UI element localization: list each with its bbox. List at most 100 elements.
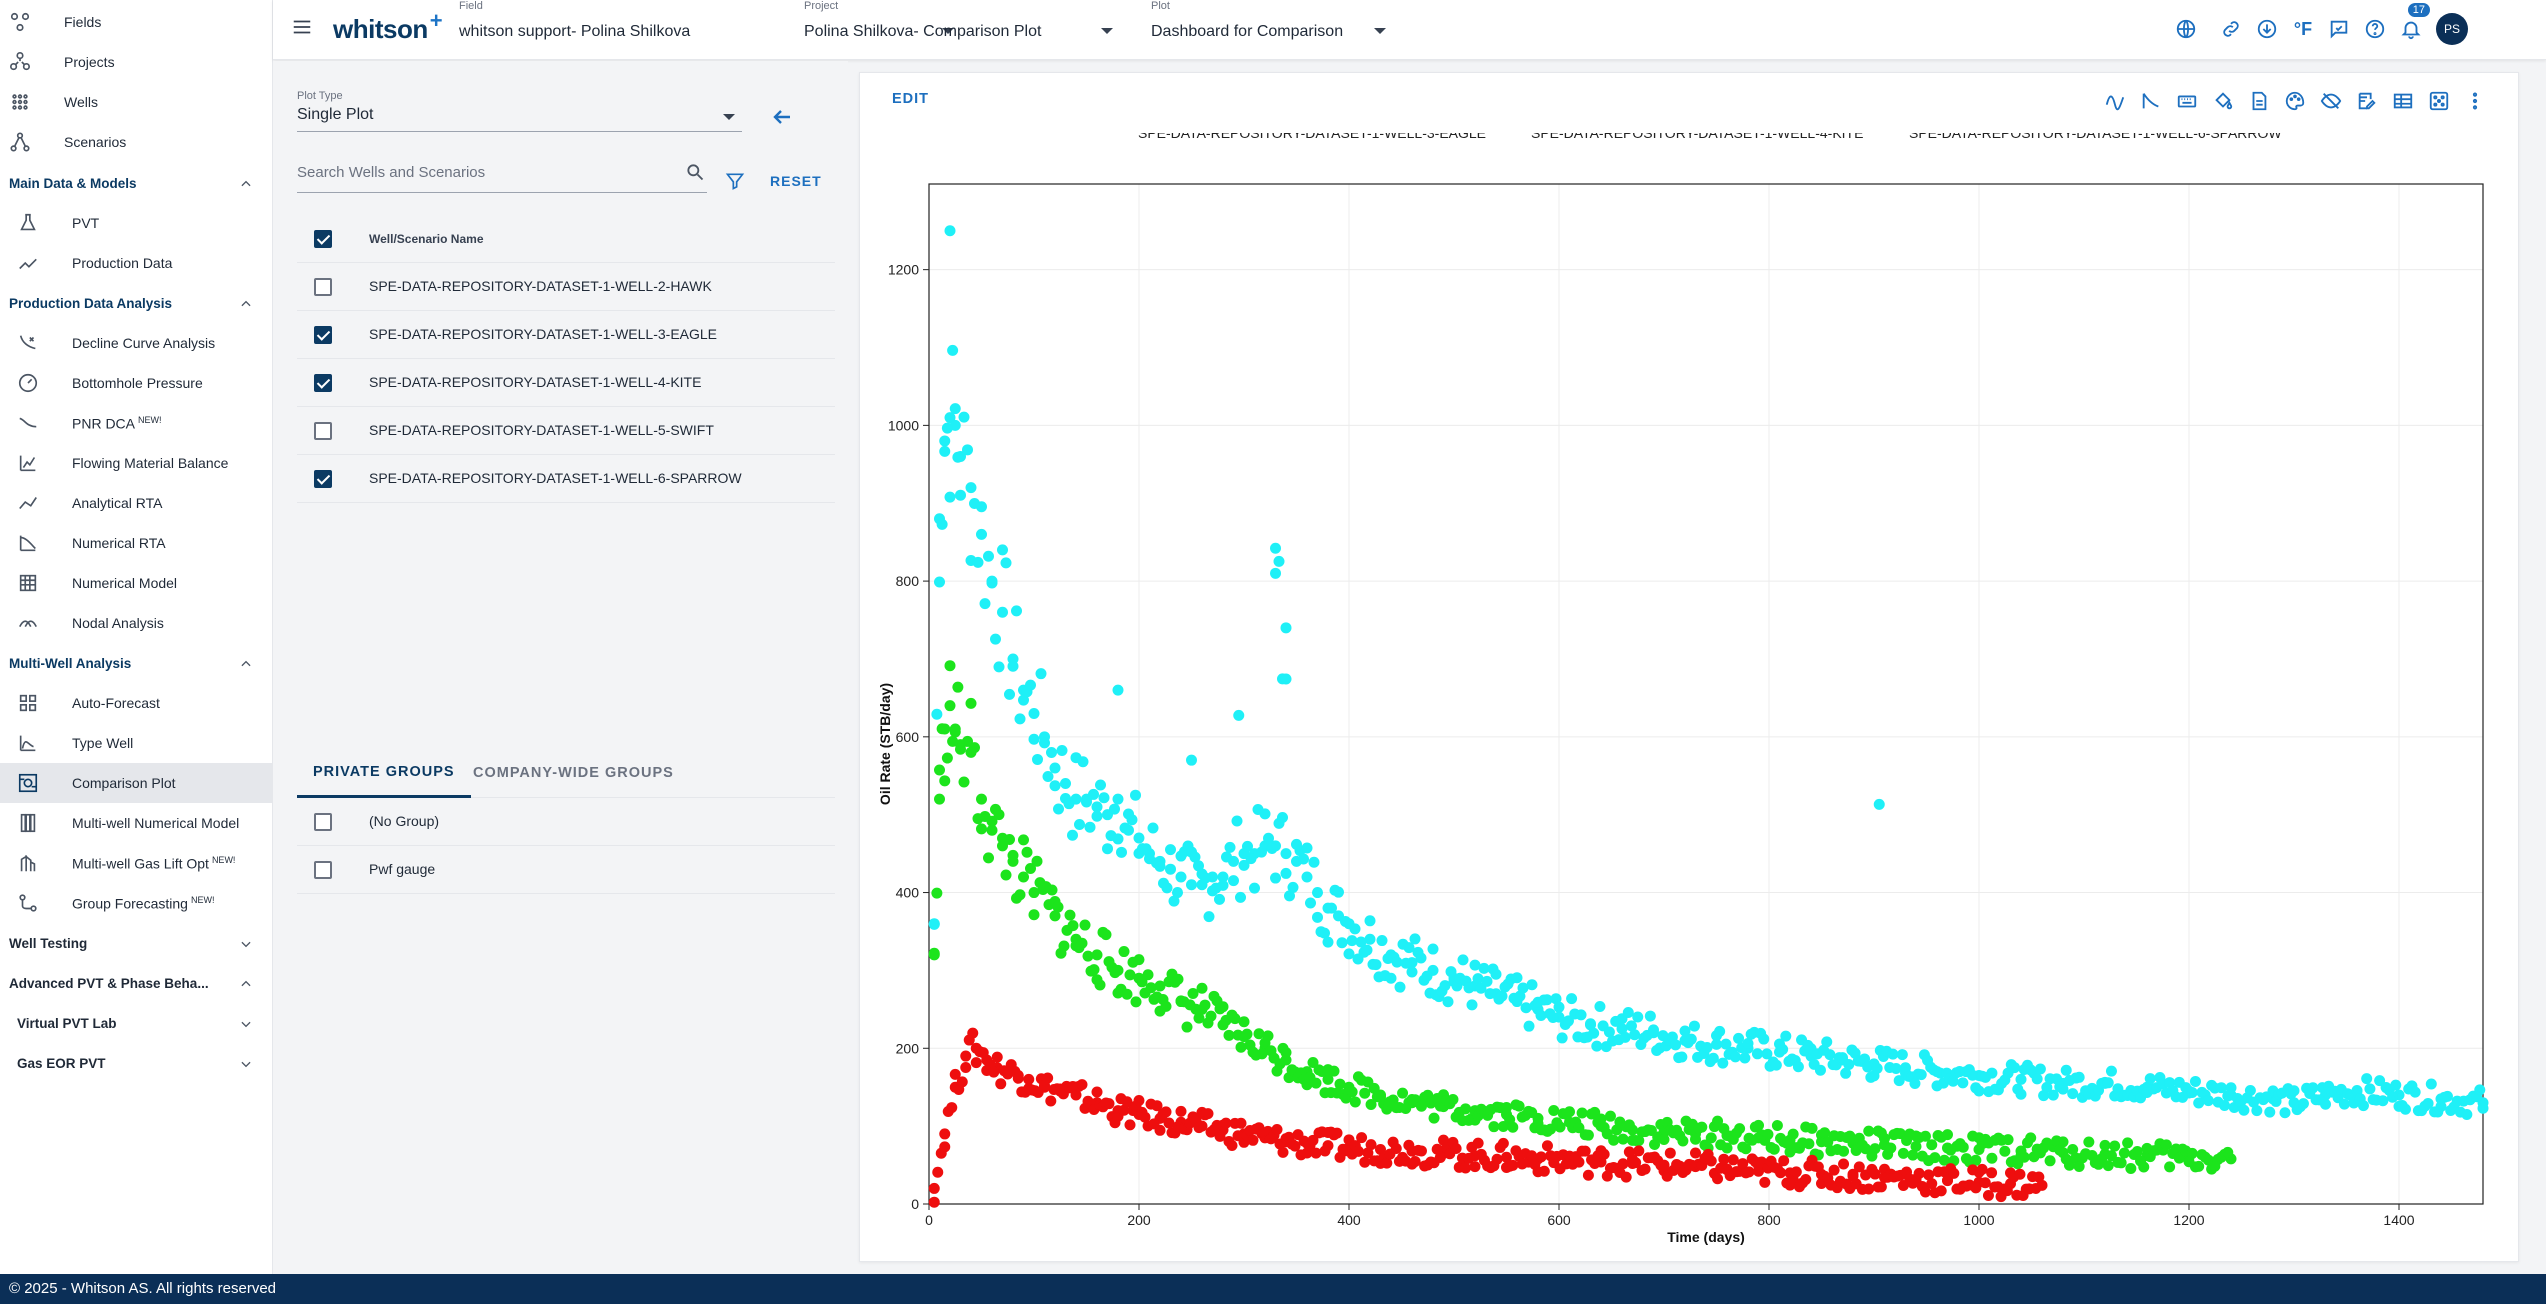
tab-private-groups[interactable]: PRIVATE GROUPS [297, 748, 471, 798]
sidebar-item-numerical-model[interactable]: Numerical Model [0, 563, 273, 603]
sidebar-item-auto-forecast[interactable]: Auto-Forecast [0, 683, 273, 723]
hide-icon[interactable] [2317, 87, 2345, 115]
feedback-icon[interactable] [2326, 16, 2352, 42]
edit-note-icon[interactable] [2353, 87, 2381, 115]
decline-icon[interactable] [2137, 87, 2165, 115]
sidebar-item-projects[interactable]: Projects [0, 42, 273, 82]
data-point [1548, 1104, 1560, 1116]
compare-icon [16, 771, 40, 795]
legend-entry[interactable]: SPE-DATA-REPOSITORY-DATASET-1-WELL-6-SPA… [1892, 133, 2282, 141]
palette-icon[interactable] [2281, 87, 2309, 115]
data-point [1871, 1062, 1883, 1074]
globe-icon[interactable] [2173, 16, 2199, 42]
sidebar-item-group-forecasting[interactable]: Group Forecasting NEW! [0, 883, 273, 923]
table-header-row[interactable]: Well/Scenario Name [297, 215, 835, 263]
checkbox[interactable] [314, 813, 332, 831]
back-arrow-icon[interactable] [770, 105, 796, 131]
sidebar-item-fields[interactable]: Fields [0, 2, 273, 42]
table-row[interactable]: SPE-DATA-REPOSITORY-DATASET-1-WELL-4-KIT… [297, 359, 835, 407]
plot-select[interactable]: Plot Dashboard for Comparison [1151, 0, 1411, 60]
sidebar-item-analytical-rta[interactable]: Analytical RTA [0, 483, 273, 523]
link-icon[interactable] [2218, 16, 2244, 42]
sidebar-item-multi-well-numerical-model[interactable]: Multi-well Numerical Model [0, 803, 273, 843]
data-point [1161, 882, 1173, 894]
sidebar-item-pvt[interactable]: PVT [0, 203, 273, 243]
table-row[interactable]: SPE-DATA-REPOSITORY-DATASET-1-WELL-6-SPA… [297, 455, 835, 503]
project-select[interactable]: Project Polina Shilkova- Comparison Plot [804, 0, 1114, 60]
data-point [1346, 1086, 1358, 1098]
data-point [1076, 937, 1088, 949]
table-row[interactable]: SPE-DATA-REPOSITORY-DATASET-1-WELL-5-SWI… [297, 407, 835, 455]
data-point [1712, 1173, 1724, 1185]
checkbox[interactable] [314, 326, 332, 344]
checkbox[interactable] [314, 278, 332, 296]
sidebar-item-nodal-analysis[interactable]: Nodal Analysis [0, 603, 273, 643]
spline-icon[interactable] [2101, 87, 2129, 115]
keyboard-icon[interactable] [2173, 87, 2201, 115]
sidebar-item-bottomhole-pressure[interactable]: Bottomhole Pressure [0, 363, 273, 403]
data-point [939, 1128, 951, 1140]
notifications-icon[interactable]: 17 [2398, 3, 2430, 42]
more-vert-icon[interactable] [2461, 87, 2489, 115]
data-point [2073, 1071, 2085, 1083]
brand-logo[interactable]: whitson+ [333, 8, 443, 45]
section-production-data-analysis[interactable]: Production Data Analysis [0, 283, 273, 323]
checkbox[interactable] [314, 470, 332, 488]
data-point [2399, 1103, 2411, 1115]
section-virtual-pvt-lab[interactable]: Virtual PVT Lab [0, 1003, 273, 1043]
menu-icon[interactable] [291, 16, 313, 38]
scatter-matrix-icon[interactable] [2425, 87, 2453, 115]
search-icon[interactable] [685, 162, 705, 187]
sidebar-item-wells[interactable]: Wells [0, 82, 273, 122]
sidebar-item-numerical-rta[interactable]: Numerical RTA [0, 523, 273, 563]
group-row[interactable]: (No Group) [297, 798, 835, 846]
edit-button[interactable]: EDIT [892, 91, 930, 107]
data-point [1622, 1007, 1634, 1019]
section-title: Advanced PVT & Phase Beha... [9, 975, 209, 991]
data-point [1245, 853, 1257, 865]
sidebar-item-production-data[interactable]: Production Data [0, 243, 273, 283]
avatar[interactable]: PS [2436, 13, 2468, 45]
download-icon[interactable] [2254, 16, 2280, 42]
data-point [934, 764, 945, 776]
table-row[interactable]: SPE-DATA-REPOSITORY-DATASET-1-WELL-3-EAG… [297, 311, 835, 359]
group-row[interactable]: Pwf gauge [297, 846, 835, 894]
help-icon[interactable] [2362, 16, 2388, 42]
section-advanced-pvt-phase-beha[interactable]: Advanced PVT & Phase Beha... [0, 963, 273, 1003]
data-point [1238, 1016, 1250, 1028]
sidebar-item-scenarios[interactable]: Scenarios [0, 122, 273, 162]
checkbox[interactable] [314, 422, 332, 440]
table-row[interactable]: SPE-DATA-REPOSITORY-DATASET-1-WELL-2-HAW… [297, 263, 835, 311]
sidebar-item-pnr-dca[interactable]: PNR DCA NEW! [0, 403, 273, 443]
sidebar-item-type-well[interactable]: Type Well [0, 723, 273, 763]
checkbox[interactable] [314, 230, 332, 248]
section-multi-well-analysis[interactable]: Multi-Well Analysis [0, 643, 273, 683]
plot-type-select[interactable]: Single Plot [297, 106, 742, 132]
legend-entry[interactable]: SPE-DATA-REPOSITORY-DATASET-1-WELL-4-KIT… [1514, 133, 1863, 141]
data-point [1496, 990, 1508, 1002]
data-point [1670, 1039, 1682, 1051]
tab-company-wide-groups[interactable]: COMPANY-WIDE GROUPS [473, 765, 674, 781]
section-gas-eor-pvt[interactable]: Gas EOR PVT [0, 1043, 273, 1083]
document-icon[interactable] [2245, 87, 2273, 115]
checkbox[interactable] [314, 861, 332, 879]
sidebar-item-multi-well-gas-lift-opt[interactable]: Multi-well Gas Lift Opt NEW! [0, 843, 273, 883]
legend-entry[interactable]: SPE-DATA-REPOSITORY-DATASET-1-WELL-3-EAG… [1121, 133, 1486, 141]
data-point [1172, 973, 1184, 985]
paint-bucket-icon[interactable] [2209, 87, 2237, 115]
table-icon[interactable] [2389, 87, 2417, 115]
data-point [1781, 1137, 1793, 1149]
sidebar-item-flowing-material-balance[interactable]: Flowing Material Balance [0, 443, 273, 483]
sidebar-item-comparison-plot[interactable]: Comparison Plot [0, 763, 273, 803]
reset-button[interactable]: RESET [770, 173, 822, 189]
checkbox[interactable] [314, 374, 332, 392]
section-main-data-models[interactable]: Main Data & Models [0, 163, 273, 203]
section-well-testing[interactable]: Well Testing [0, 923, 273, 963]
sidebar-item-decline-curve-analysis[interactable]: Decline Curve Analysis [0, 323, 273, 363]
data-point [1091, 801, 1103, 813]
comparison-chart[interactable]: 0 200 400 600 800 1000 1200 1400 0 200 400 600 800 10… [860, 133, 2520, 1263]
filter-icon[interactable] [725, 171, 745, 196]
search-input[interactable] [297, 159, 677, 185]
temperature-unit-icon[interactable]: °F [2290, 16, 2316, 42]
field-select[interactable]: Field whitson support- Polina Shilkova [459, 0, 954, 60]
